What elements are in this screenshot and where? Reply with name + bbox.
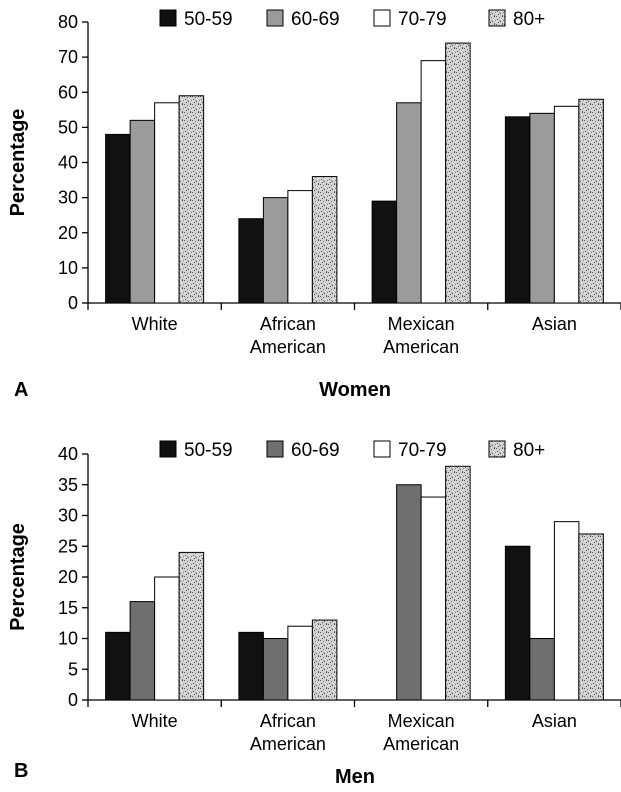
bar-50-59 bbox=[105, 631, 131, 701]
panel-label: B bbox=[14, 760, 28, 782]
bar-60-69 bbox=[262, 197, 289, 304]
y-tick-label: 40 bbox=[58, 153, 78, 173]
legend-swatch bbox=[373, 9, 391, 27]
y-tick-label: 70 bbox=[58, 47, 78, 67]
bar-60-69 bbox=[129, 119, 156, 304]
legend: 50-59 60-69 70-79 80+ bbox=[159, 440, 545, 461]
y-tick-label: 0 bbox=[68, 293, 78, 313]
chart-panel-a: 0 10 20 30 40 50 60 70 80 Percentage White African A… bbox=[7, 9, 621, 401]
y-tick-label: 10 bbox=[58, 258, 78, 278]
bar-60-69 bbox=[396, 102, 422, 304]
category-label: African American bbox=[250, 711, 326, 754]
category-label: African American bbox=[250, 314, 326, 357]
y-tick-label: 35 bbox=[58, 475, 78, 495]
legend-swatch bbox=[266, 440, 284, 458]
legend-swatch bbox=[266, 9, 284, 27]
y-tick-label: 5 bbox=[68, 659, 78, 679]
y-tick-label: 40 bbox=[58, 444, 78, 464]
bar-80plus bbox=[178, 551, 205, 701]
bar-80plus bbox=[445, 42, 471, 304]
bar-70-79 bbox=[553, 521, 580, 701]
bar-60-69 bbox=[396, 484, 422, 701]
category-label: Asian bbox=[532, 711, 577, 731]
category-label: Mexican American bbox=[383, 314, 459, 357]
bar-70-79 bbox=[553, 105, 580, 304]
bar-50-59 bbox=[504, 116, 531, 304]
panel-label: A bbox=[14, 379, 28, 401]
bar-50-59 bbox=[371, 200, 398, 304]
legend-swatch bbox=[488, 9, 506, 27]
bar-60-69 bbox=[262, 638, 289, 701]
legend-label: 70-79 bbox=[398, 9, 447, 30]
legend-swatch bbox=[488, 440, 506, 458]
y-tick-label: 50 bbox=[58, 117, 78, 137]
legend-swatch bbox=[159, 440, 177, 458]
bar-60-69 bbox=[529, 112, 555, 304]
bar-80plus bbox=[578, 533, 604, 701]
y-tick-label: 30 bbox=[58, 506, 78, 526]
y-tick-label: 30 bbox=[58, 188, 78, 208]
legend-label: 50-59 bbox=[184, 440, 233, 461]
y-axis-title: Percentage bbox=[7, 523, 29, 631]
y-tick-label: 20 bbox=[58, 223, 78, 243]
y-tick-label: 10 bbox=[58, 629, 78, 649]
bar-50-59 bbox=[238, 631, 264, 701]
y-tick-label: 20 bbox=[58, 567, 78, 587]
category-label: White bbox=[132, 314, 178, 334]
bar-80plus bbox=[578, 98, 604, 304]
y-tick-label: 15 bbox=[58, 598, 78, 618]
chart-panel-b: 0 5 10 15 20 25 30 35 40 Percentage White African Am… bbox=[7, 440, 621, 788]
bar-50-59 bbox=[504, 545, 531, 701]
bar-70-79 bbox=[154, 576, 180, 701]
bar-80plus bbox=[311, 176, 338, 304]
legend-label: 50-59 bbox=[184, 9, 233, 30]
bar-80plus bbox=[445, 465, 471, 701]
bar-50-59 bbox=[105, 133, 131, 304]
legend-swatch bbox=[159, 9, 177, 27]
legend-label: 60-69 bbox=[291, 440, 340, 461]
bar-60-69 bbox=[129, 601, 156, 701]
y-tick-label: 60 bbox=[58, 82, 78, 102]
legend-label: 70-79 bbox=[398, 440, 447, 461]
category-label: White bbox=[132, 711, 178, 731]
bar-70-79 bbox=[154, 102, 180, 304]
chart-title: Women bbox=[319, 379, 391, 401]
bar-60-69 bbox=[529, 638, 555, 701]
chart-title: Men bbox=[335, 766, 375, 788]
bar-70-79 bbox=[287, 190, 313, 304]
legend: 50-59 60-69 70-79 80+ bbox=[159, 9, 545, 30]
category-label: Mexican American bbox=[383, 711, 459, 754]
legend-label: 60-69 bbox=[291, 9, 340, 30]
y-axis-title: Percentage bbox=[7, 109, 29, 217]
y-tick-label: 0 bbox=[68, 690, 78, 710]
bar-70-79 bbox=[287, 625, 313, 701]
bar-70-79 bbox=[420, 496, 447, 701]
y-tick-label: 25 bbox=[58, 536, 78, 556]
legend-label: 80+ bbox=[513, 440, 545, 461]
bar-70-79 bbox=[420, 60, 447, 304]
legend-label: 80+ bbox=[513, 9, 545, 30]
legend-swatch bbox=[373, 440, 391, 458]
bar-50-59 bbox=[238, 218, 264, 304]
category-label: Asian bbox=[532, 314, 577, 334]
bar-80plus bbox=[178, 95, 205, 304]
y-tick-label: 80 bbox=[58, 12, 78, 32]
bar-80plus bbox=[311, 619, 338, 701]
